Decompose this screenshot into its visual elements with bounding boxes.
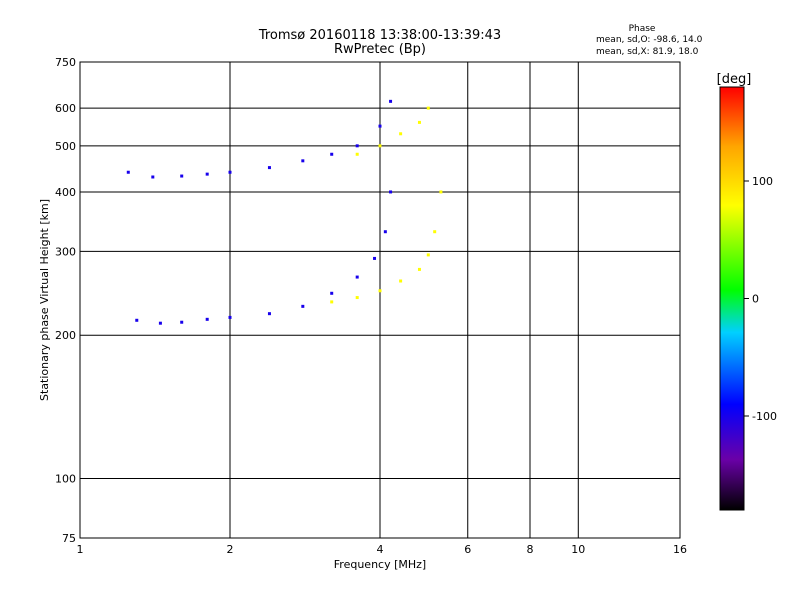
stats-heading: Phase (629, 24, 656, 34)
colorbar (719, 86, 745, 511)
data-point (389, 190, 393, 194)
data-point (228, 315, 232, 319)
x-tick-label: 2 (227, 543, 234, 556)
data-point (378, 289, 382, 293)
data-point (417, 120, 421, 124)
chart-title: Tromsø 20160118 13:38:00-13:39:43 (258, 28, 501, 43)
data-point (205, 317, 209, 321)
y-tick-label: 75 (62, 532, 76, 545)
data-point (330, 300, 334, 304)
data-point (180, 174, 184, 178)
data-point (439, 190, 443, 194)
data-point (267, 166, 271, 170)
data-point (373, 256, 377, 260)
data-point (378, 124, 382, 128)
data-point (378, 144, 382, 148)
data-points (126, 99, 443, 325)
data-point (355, 152, 359, 156)
stats-line-x: mean, sd,X: 81.9, 18.0 (596, 47, 699, 57)
x-tick-label: 8 (527, 543, 534, 556)
data-point (330, 152, 334, 156)
data-point (426, 106, 430, 110)
colorbar-tick-label: 0 (752, 293, 759, 306)
stats-line-o: mean, sd,O: -98.6, 14.0 (596, 35, 703, 45)
y-tick-label: 200 (55, 329, 76, 342)
data-point (205, 172, 209, 176)
y-tick-label: 400 (55, 186, 76, 199)
data-point (228, 170, 232, 174)
data-point (426, 253, 430, 257)
colorbar-ticks: 100 0 -100 (744, 175, 777, 423)
data-point (399, 279, 403, 283)
data-point (158, 321, 162, 325)
data-point (135, 318, 139, 322)
y-axis-label: Stationary phase Virtual Height [km] (38, 199, 51, 401)
grid-lines (80, 62, 680, 538)
plot-frame (79, 61, 681, 539)
data-point (389, 99, 393, 103)
colorbar-label: [deg] (717, 72, 752, 87)
data-point (301, 159, 305, 163)
y-tick-label: 750 (55, 56, 76, 69)
data-point (383, 230, 387, 234)
x-tick-label: 4 (377, 543, 384, 556)
data-point (433, 230, 437, 234)
y-tick-label: 600 (55, 102, 76, 115)
data-point (399, 132, 403, 136)
x-tick-label: 6 (464, 543, 471, 556)
y-tick-label: 500 (55, 140, 76, 153)
x-axis-ticks: 1 2 4 6 8 10 16 (77, 543, 688, 556)
chart-subtitle: RwPretec (Bp) (334, 42, 426, 57)
x-tick-label: 1 (77, 543, 84, 556)
y-axis-ticks: 75 100 200 300 400 500 600 750 (55, 56, 76, 545)
data-point (355, 296, 359, 300)
data-point (417, 267, 421, 271)
data-point (330, 291, 334, 295)
colorbar-tick-label: -100 (752, 410, 777, 423)
data-point (126, 170, 130, 174)
x-tick-label: 10 (571, 543, 585, 556)
x-axis-label: Frequency [MHz] (334, 558, 426, 571)
x-tick-label: 16 (673, 543, 687, 556)
data-point (151, 175, 155, 179)
data-point (355, 275, 359, 279)
data-point (301, 304, 305, 308)
data-point (180, 320, 184, 324)
y-tick-label: 300 (55, 245, 76, 258)
data-point (355, 144, 359, 148)
colorbar-tick-label: 100 (752, 175, 773, 188)
data-point (267, 312, 271, 316)
y-tick-label: 100 (55, 473, 76, 486)
